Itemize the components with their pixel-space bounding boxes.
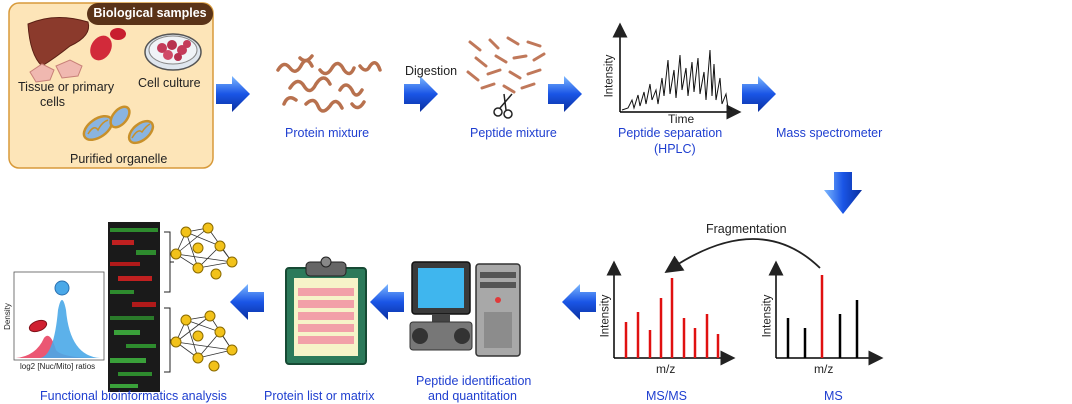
- density-y-label: Density: [2, 303, 12, 330]
- peptide-mixture-label: Peptide mixture: [470, 126, 557, 140]
- protein-mixture-icon: [276, 54, 382, 113]
- hplc-label-line1: Peptide separation: [618, 126, 723, 140]
- density-plot: [13, 271, 105, 361]
- culture-label: Cell culture: [138, 76, 201, 90]
- tissue-label-line1: Tissue or primary: [18, 80, 115, 94]
- msms-x-label: m/z: [656, 362, 676, 376]
- arrow-left-2: [370, 284, 404, 320]
- network-cluster-top: [170, 222, 238, 280]
- hplc-chromatogram: [612, 22, 742, 120]
- density-x-label: log2 [Nuc/Mito] ratios: [20, 362, 96, 371]
- hplc-y-label: Intensity: [603, 54, 616, 98]
- peptide-mixture-icon: [466, 36, 546, 94]
- network-cluster-bottom: [170, 310, 238, 372]
- msms-spectrum: [606, 260, 736, 366]
- fragmentation-arrow: [664, 238, 821, 273]
- arrow-left-1: [562, 284, 596, 320]
- scissors-icon: [493, 93, 513, 119]
- arrow-down: [824, 172, 862, 214]
- ms-y-label: Intensity: [761, 294, 774, 338]
- computer-icon: [409, 261, 521, 357]
- ms-spectrum: [768, 260, 884, 366]
- hplc-x-label: Time: [668, 112, 695, 126]
- arrow-left-3: [230, 284, 264, 320]
- ms-x-label: m/z: [814, 362, 834, 376]
- hplc-label-line2: (HPLC): [654, 142, 696, 156]
- protein-list-label: Protein list or matrix: [264, 389, 375, 403]
- ms-label: MS: [824, 389, 843, 403]
- msms-label: MS/MS: [646, 389, 687, 403]
- organelle-label: Purified organelle: [70, 152, 168, 166]
- digestion-label: Digestion: [405, 64, 458, 78]
- biological-samples-box: [8, 2, 214, 169]
- peptide-id-label-line1: Peptide identification: [416, 374, 532, 388]
- mass-spec-label: Mass spectrometer: [776, 126, 883, 140]
- arrow-3: [548, 76, 582, 112]
- bioinformatics-label: Functional bioinformatics analysis: [40, 389, 227, 403]
- clipboard-icon: [285, 256, 367, 365]
- peptide-id-label-line2: and quantitation: [428, 389, 517, 403]
- arrow-2: [404, 76, 438, 112]
- red-blood-cell-icon: [90, 35, 112, 61]
- petri-dish-icon: [144, 33, 202, 71]
- tissue-cells-icon: [29, 59, 83, 83]
- heatmap-icon: [108, 222, 174, 392]
- protein-mixture-label: Protein mixture: [285, 126, 370, 140]
- arrow-1: [216, 76, 250, 112]
- liver-icon: [27, 17, 90, 67]
- mitochondria-icon: [82, 105, 155, 145]
- samples-title: Biological samples: [93, 6, 207, 20]
- tissue-label-line2: cells: [40, 95, 66, 109]
- msms-y-label: Intensity: [599, 294, 612, 338]
- fragmentation-label: Fragmentation: [706, 222, 787, 236]
- arrow-4: [742, 76, 776, 112]
